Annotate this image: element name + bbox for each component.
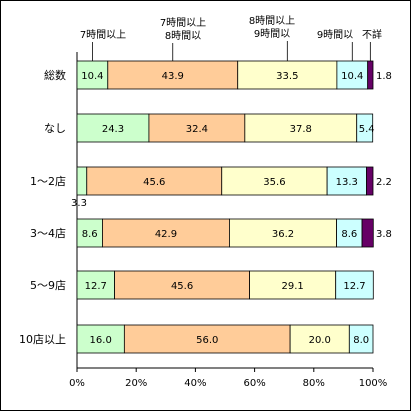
x-tick-label: 20% — [125, 378, 147, 389]
category-label: なし — [44, 122, 66, 135]
legend-label: 8時間以上 — [249, 15, 295, 27]
data-label: 5.4 — [359, 124, 375, 135]
bar-segment — [76, 218, 103, 248]
bar-segment — [76, 270, 115, 300]
data-label: 10.4 — [341, 71, 363, 82]
data-label: 42.9 — [155, 229, 177, 240]
bar-segment — [76, 113, 150, 143]
data-label: 13.3 — [336, 177, 358, 188]
data-label: 56.0 — [196, 335, 218, 346]
bar-segment — [148, 113, 246, 143]
data-label: 32.4 — [186, 124, 208, 135]
x-tick-label: 40% — [184, 378, 206, 389]
bar-segment — [229, 218, 337, 248]
legend-label: 7時間以上 — [80, 29, 126, 41]
bar-segment — [76, 324, 125, 354]
legend-label: 8時間以 — [165, 30, 201, 42]
bar-segment — [289, 324, 350, 354]
data-label: 12.7 — [85, 281, 107, 292]
category-label: 1～2店 — [30, 174, 66, 188]
bar-segment — [86, 166, 223, 196]
bar-segment — [366, 166, 374, 196]
data-label: 29.1 — [282, 281, 304, 292]
bar-segment — [102, 218, 230, 248]
bar-segment — [326, 166, 367, 196]
bar-segment — [348, 324, 374, 354]
data-label: 16.0 — [90, 335, 112, 346]
bar-segment — [336, 218, 363, 248]
data-label: 12.7 — [343, 281, 365, 292]
data-label: 20.0 — [309, 335, 331, 346]
legend-label: 不詳 — [362, 28, 382, 41]
data-label: 3.3 — [71, 198, 87, 209]
bar-segment — [244, 113, 358, 143]
data-label: 8.0 — [353, 335, 369, 346]
data-label: 45.6 — [171, 281, 193, 292]
x-tick-label: 100% — [359, 378, 388, 389]
data-label: 8.6 — [341, 229, 357, 240]
bar-segment — [114, 270, 250, 300]
data-label: 45.6 — [143, 177, 165, 188]
x-tick-label: 80% — [303, 378, 325, 389]
category-label: 5～9店 — [30, 278, 66, 292]
data-label: 8.6 — [82, 229, 98, 240]
category-label: 10店以上 — [19, 332, 66, 346]
data-label: 2.2 — [376, 177, 392, 188]
legend-label: 9時間以 — [254, 28, 290, 40]
bar-segment — [76, 60, 109, 90]
data-label: 37.8 — [290, 124, 312, 135]
bar-segment — [221, 166, 328, 196]
data-label: 43.9 — [162, 71, 184, 82]
category-label: 3～4店 — [30, 226, 66, 240]
data-label: 10.4 — [81, 71, 103, 82]
x-tick-label: 60% — [243, 378, 265, 389]
data-label: 24.3 — [102, 124, 124, 135]
category-label: 総数 — [44, 68, 66, 82]
bar-segment — [249, 270, 337, 300]
data-label: 1.8 — [376, 71, 392, 82]
bar-segment — [361, 218, 374, 248]
data-label: 33.5 — [276, 71, 298, 82]
bar-segment — [356, 113, 374, 143]
data-label: 3.8 — [376, 229, 392, 240]
legend-label: 7時間以上 — [160, 17, 206, 29]
legend-label: 9時間以 — [317, 29, 353, 41]
data-label: 35.6 — [263, 177, 285, 188]
x-tick-label: 0% — [69, 378, 85, 389]
data-label: 36.2 — [272, 229, 294, 240]
bar-segment — [76, 166, 88, 196]
bar-segment — [123, 324, 291, 354]
bar-segment — [335, 270, 374, 300]
bar-segment — [367, 60, 374, 90]
